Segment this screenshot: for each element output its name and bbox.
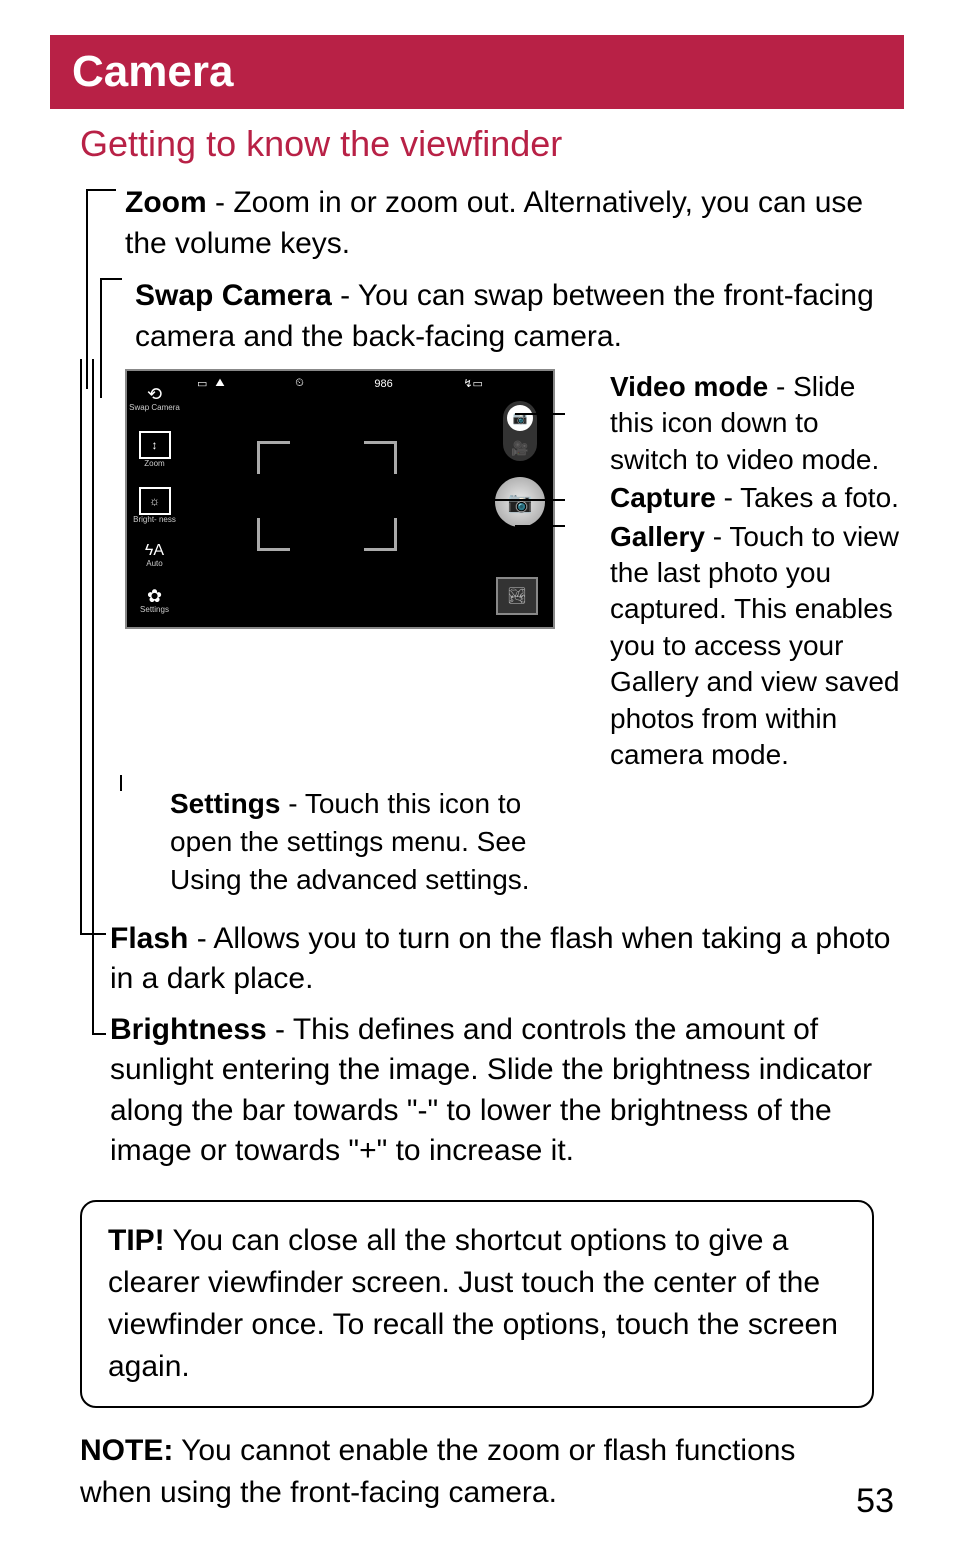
note: NOTE: You cannot enable the zoom or flas…	[80, 1430, 874, 1514]
capture-text: - Takes a foto.	[716, 482, 899, 513]
video-callout: Video mode - Slide this icon down to swi…	[610, 369, 904, 478]
swap-camera-icon[interactable]: ⟲ Swap Camera	[129, 385, 180, 412]
mode-slider[interactable]: 📷 🎥	[503, 401, 537, 461]
flash-text: - Allows you to turn on the flash when t…	[110, 922, 890, 996]
capture-callout: Capture - Takes a foto.	[610, 480, 904, 516]
settings-label: Settings	[170, 788, 280, 819]
capture-button[interactable]: 📷	[495, 477, 545, 527]
page-number: 53	[856, 1482, 894, 1521]
shot-count: 986	[374, 378, 392, 390]
settings-callout: Settings - Touch this icon to open the s…	[125, 785, 555, 898]
tip-box: TIP! You can close all the shortcut opti…	[80, 1200, 874, 1408]
subheading: Getting to know the viewfinder	[80, 123, 904, 165]
zoom-icon[interactable]: ↕ Zoom	[139, 431, 171, 468]
settings-icon[interactable]: ✿ Settings	[140, 587, 169, 614]
gallery-text: - Touch to view the last photo you captu…	[610, 521, 899, 770]
camera-viewfinder-screenshot: ⟲ Swap Camera ↕ Zoom ☼ Bright- ness ϟA A…	[125, 369, 555, 629]
zoom-callout: Zoom - Zoom in or zoom out. Alternativel…	[125, 183, 904, 264]
flash-callout: Flash - Allows you to turn on the flash …	[110, 919, 904, 1000]
zoom-text: - Zoom in or zoom out. Alternatively, yo…	[125, 186, 863, 260]
swap-callout: Swap Camera - You can swap between the f…	[135, 276, 904, 357]
gallery-callout: Gallery - Touch to view the last photo y…	[610, 519, 904, 774]
focus-brackets	[257, 441, 397, 551]
brightness-callout: Brightness - This defines and controls t…	[110, 1010, 904, 1172]
tip-text: You can close all the shortcut options t…	[108, 1224, 838, 1383]
note-label: NOTE:	[80, 1434, 173, 1467]
capture-label: Capture	[610, 482, 716, 513]
flash-label: Flash	[110, 922, 188, 955]
brightness-label: Brightness	[110, 1013, 267, 1046]
swap-label: Swap Camera	[135, 279, 332, 312]
section-header: Camera	[50, 35, 904, 109]
flash-icon[interactable]: ϟA Auto	[145, 543, 164, 568]
note-text: You cannot enable the zoom or flash func…	[80, 1434, 795, 1509]
status-bar: ▭⛰ ⏲ 986 ↯▭	[197, 377, 483, 390]
brightness-icon[interactable]: ☼ Bright- ness	[133, 487, 176, 524]
photo-mode-icon[interactable]: 📷	[507, 405, 533, 431]
zoom-label: Zoom	[125, 186, 207, 219]
gallery-thumb[interactable]: 🏞	[496, 577, 538, 615]
gallery-label: Gallery	[610, 521, 705, 552]
video-mode-icon[interactable]: 🎥	[511, 440, 528, 457]
tip-label: TIP!	[108, 1224, 165, 1257]
video-label: Video mode	[610, 371, 768, 402]
